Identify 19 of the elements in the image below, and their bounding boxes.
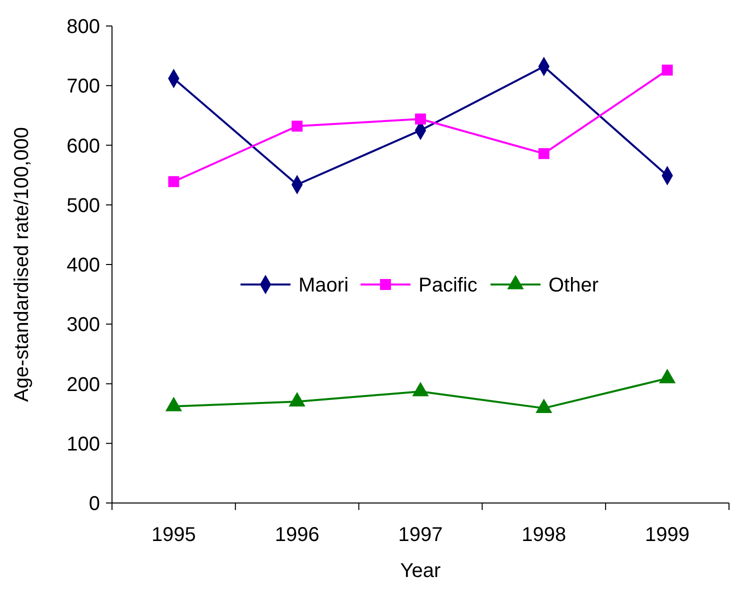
legend-label: Maori [298,274,349,296]
x-tick-label: 1998 [522,524,566,546]
y-tick-label: 400 [66,254,100,276]
y-tick-label: 700 [66,76,100,98]
x-tick-label: 1996 [274,524,320,546]
legend-label: Other [548,274,599,296]
y-tick-label: 800 [66,16,100,38]
y-tick-label: 200 [66,374,100,396]
y-tick-label: 100 [66,433,100,456]
y-tick-label: 500 [66,194,100,217]
x-axis-title: Year [400,560,442,582]
x-tick-label: 1997 [398,524,443,546]
y-tick-label: 300 [66,314,100,336]
x-tick-label: 1999 [645,524,690,546]
y-tick-label: 600 [66,135,100,158]
x-tick-label: 1995 [151,524,196,546]
y-tick-label: 0 [88,493,100,515]
legend-label: Pacific [418,274,478,296]
y-axis-title: Age-standardised rate/100,000 [11,127,33,402]
